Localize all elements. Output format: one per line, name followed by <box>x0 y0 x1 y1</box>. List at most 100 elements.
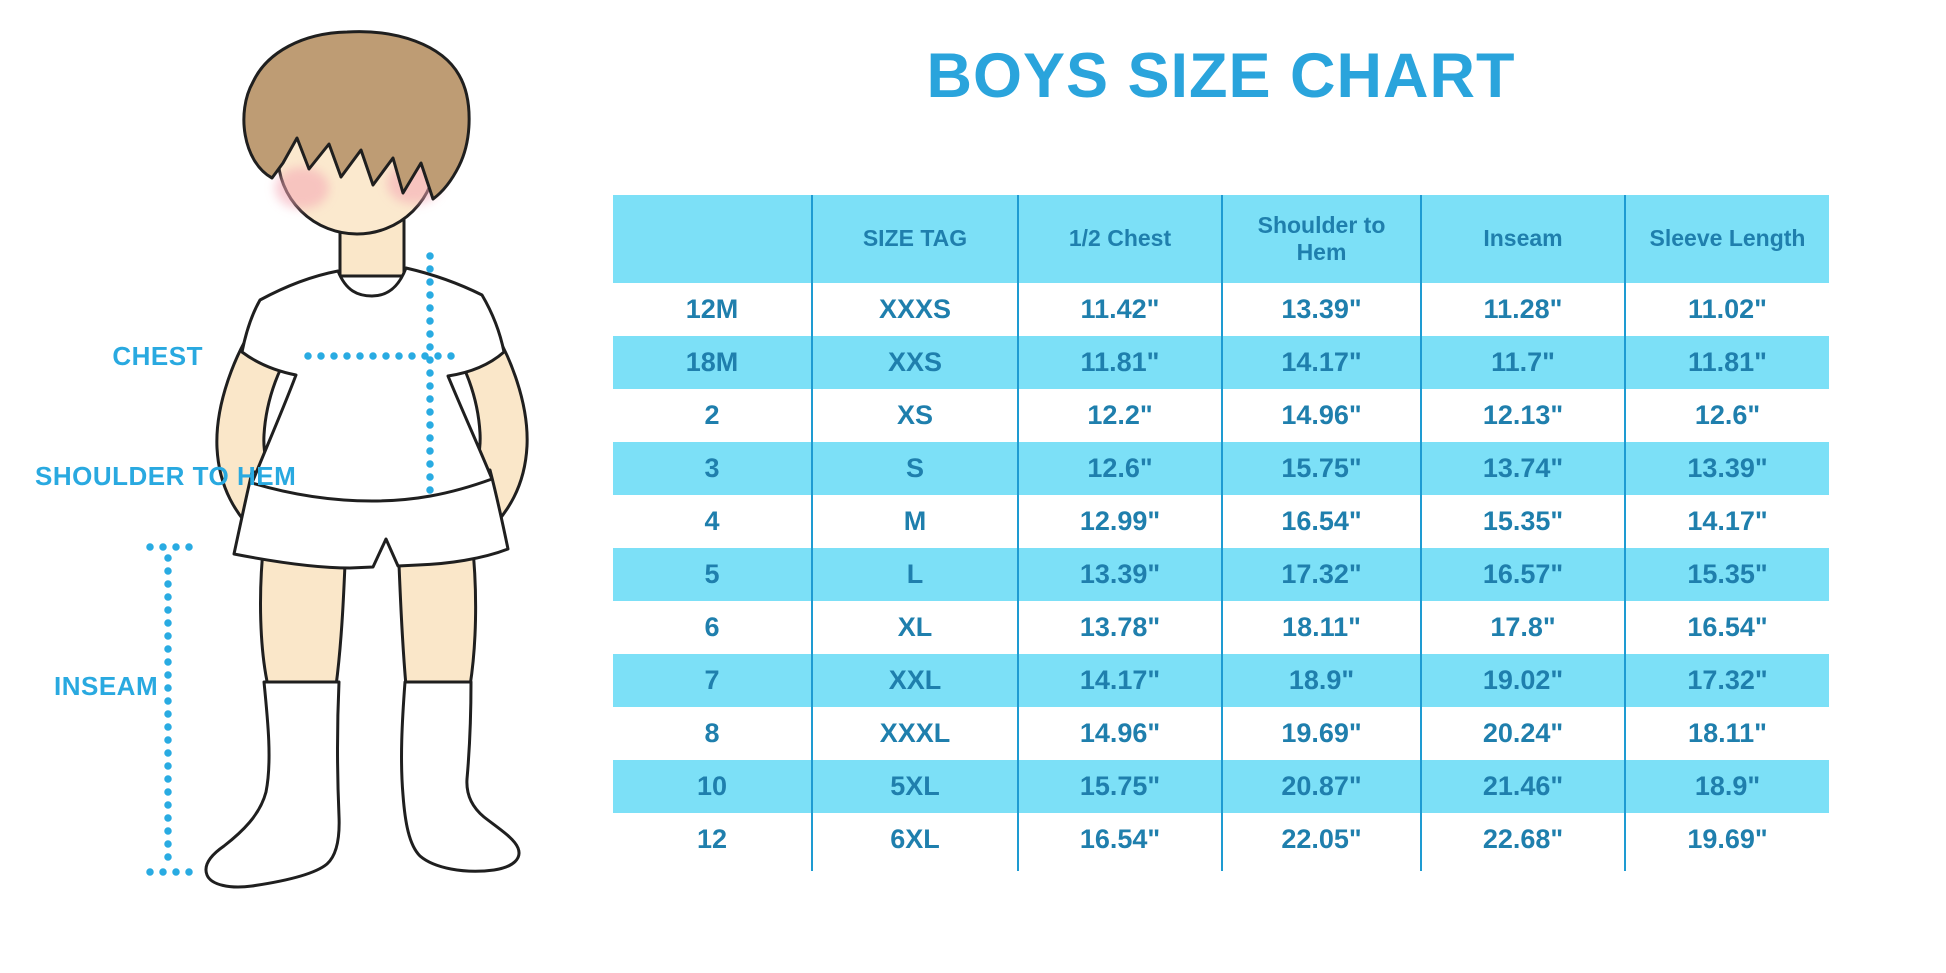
blush-left <box>275 167 329 209</box>
size-table-header: SIZE TAG 1/2 Chest Shoulder to Hem Inseam Sl… <box>613 195 1829 283</box>
table-row: 3 S 12.6" 15.75" 13.74" 13.39" <box>613 442 1829 495</box>
measurement-cell: XXL <box>811 654 1018 707</box>
size-cell: 3 <box>613 442 812 495</box>
measurement-cell: 18.11" <box>1221 601 1421 654</box>
measurement-cell: 12.6" <box>1624 389 1829 442</box>
chest-label: CHEST <box>112 341 203 371</box>
divider-tail-cell <box>811 866 1018 871</box>
table-row: 8 XXXL 14.96" 19.69" 20.24" 18.11" <box>613 707 1829 760</box>
sock-right <box>400 680 521 873</box>
measurement-cell: 14.17" <box>1221 336 1421 389</box>
measurement-cell: 11.81" <box>1624 336 1829 389</box>
measurement-cell: M <box>811 495 1018 548</box>
table-row: 10 5XL 15.75" 20.87" 21.46" 18.9" <box>613 760 1829 813</box>
measurement-cell: L <box>811 548 1018 601</box>
measurement-cell: 17.32" <box>1624 654 1829 707</box>
measurement-cell: 12.99" <box>1017 495 1222 548</box>
measurement-cell: 13.39" <box>1624 442 1829 495</box>
column-header: Sleeve Length <box>1624 195 1829 283</box>
measurement-cell: 16.54" <box>1017 813 1222 866</box>
measurement-cell: 19.02" <box>1420 654 1625 707</box>
measurement-cell: 11.81" <box>1017 336 1222 389</box>
measurement-cell: 18.11" <box>1624 707 1829 760</box>
size-cell: 8 <box>704 718 720 748</box>
measurement-cell: 19.69" <box>1221 707 1421 760</box>
measurement-cell: 18.9" <box>1624 760 1829 813</box>
size-table-body: 12M XXXS 11.42" 13.39" 11.28" 11.02" 18M XXS 11.… <box>613 283 1829 871</box>
measurement-cell: 11.02" <box>1624 283 1829 336</box>
measurement-cell: 16.57" <box>1420 548 1625 601</box>
measurement-cell: 21.46" <box>1420 760 1625 813</box>
table-row: 18M XXS 11.81" 14.17" 11.7" 11.81" <box>613 336 1829 389</box>
measurement-cell: 12.13" <box>1420 389 1625 442</box>
measurement-cell: XXXL <box>811 707 1018 760</box>
column-header: 1/2 Chest <box>1017 195 1222 283</box>
measurement-cell: XL <box>811 601 1018 654</box>
measurement-cell: 6XL <box>811 813 1018 866</box>
measurement-cell: 14.96" <box>1221 389 1421 442</box>
measurement-cell: 13.39" <box>1221 283 1421 336</box>
size-cell: 10 <box>613 760 812 813</box>
measurement-cell: XXS <box>811 336 1018 389</box>
inseam-label: INSEAM <box>54 671 159 701</box>
measurement-cell: 22.68" <box>1420 813 1625 866</box>
measurement-cell: XS <box>811 389 1018 442</box>
measurement-cell: 18.9" <box>1221 654 1421 707</box>
size-cell: 7 <box>613 654 812 707</box>
measurement-cell: 19.69" <box>1624 813 1829 866</box>
column-header <box>613 195 812 283</box>
sock-left <box>204 680 341 889</box>
size-cell: 12 <box>696 824 728 854</box>
divider-tail-row <box>613 866 1829 871</box>
size-cell: 18M <box>613 336 812 389</box>
hair-shape <box>242 30 471 201</box>
table-row: 2 XS 12.2" 14.96" 12.13" 12.6" <box>613 389 1829 442</box>
measurement-cell: 14.96" <box>1017 707 1222 760</box>
divider-tail-cell <box>613 866 812 871</box>
measurement-cell: 20.24" <box>1420 707 1625 760</box>
measurement-cell: 17.8" <box>1420 601 1625 654</box>
measurement-cell: 20.87" <box>1221 760 1421 813</box>
measurement-cell: 13.74" <box>1420 442 1625 495</box>
measurement-cell: 11.28" <box>1420 283 1625 336</box>
measurement-cell: 17.32" <box>1221 548 1421 601</box>
measurement-cell: 5XL <box>811 760 1018 813</box>
inseam-measure-line <box>146 543 194 876</box>
table-row: 5 L 13.39" 17.32" 16.57" 15.35" <box>613 548 1829 601</box>
page-title: BOYS SIZE CHART <box>926 41 1516 111</box>
measurement-cell: 11.7" <box>1420 336 1625 389</box>
measurement-cell: 16.54" <box>1624 601 1829 654</box>
divider-tail-cell <box>1624 866 1829 871</box>
measurement-cell: 15.35" <box>1624 548 1829 601</box>
divider-tail-cell <box>1017 866 1222 871</box>
column-header: SIZE TAG <box>811 195 1018 283</box>
measurement-cell: 15.75" <box>1017 760 1222 813</box>
measurement-cell: 16.54" <box>1221 495 1421 548</box>
shoulder-to-hem-label: SHOULDER TO HEM <box>35 461 297 491</box>
measurement-cell: S <box>811 442 1018 495</box>
measurement-cell: 13.39" <box>1017 548 1222 601</box>
divider-tail-cell <box>1221 866 1421 871</box>
boy-measurement-illustration <box>146 30 529 889</box>
table-row: 7 XXL 14.17" 18.9" 19.02" 17.32" <box>613 654 1829 707</box>
column-header: Inseam <box>1420 195 1625 283</box>
table-row: 6 XL 13.78" 18.11" 17.8" 16.54" <box>613 601 1829 654</box>
column-header: Shoulder to Hem <box>1221 195 1421 283</box>
size-table: SIZE TAG 1/2 Chest Shoulder to Hem Inseam Sl… <box>613 195 1829 871</box>
measurement-cell: 15.35" <box>1420 495 1625 548</box>
size-cell: 2 <box>704 400 720 430</box>
table-row: 12 6XL 16.54" 22.05" 22.68" 19.69" <box>613 813 1829 866</box>
header-row: SIZE TAG 1/2 Chest Shoulder to Hem Inseam Sl… <box>613 195 1829 283</box>
measurement-cell: 11.42" <box>1017 283 1222 336</box>
measurement-cell: 13.78" <box>1017 601 1222 654</box>
table-row: 4 M 12.99" 16.54" 15.35" 14.17" <box>613 495 1829 548</box>
table-row: 12M XXXS 11.42" 13.39" 11.28" 11.02" <box>613 283 1829 336</box>
measurement-cell: 15.75" <box>1221 442 1421 495</box>
divider-tail-cell <box>1420 866 1625 871</box>
size-cell: 5 <box>613 548 812 601</box>
measurement-cell: XXXS <box>811 283 1018 336</box>
size-cell: 12M <box>685 294 739 324</box>
size-cell: 6 <box>704 612 720 642</box>
measurement-cell: 22.05" <box>1221 813 1421 866</box>
